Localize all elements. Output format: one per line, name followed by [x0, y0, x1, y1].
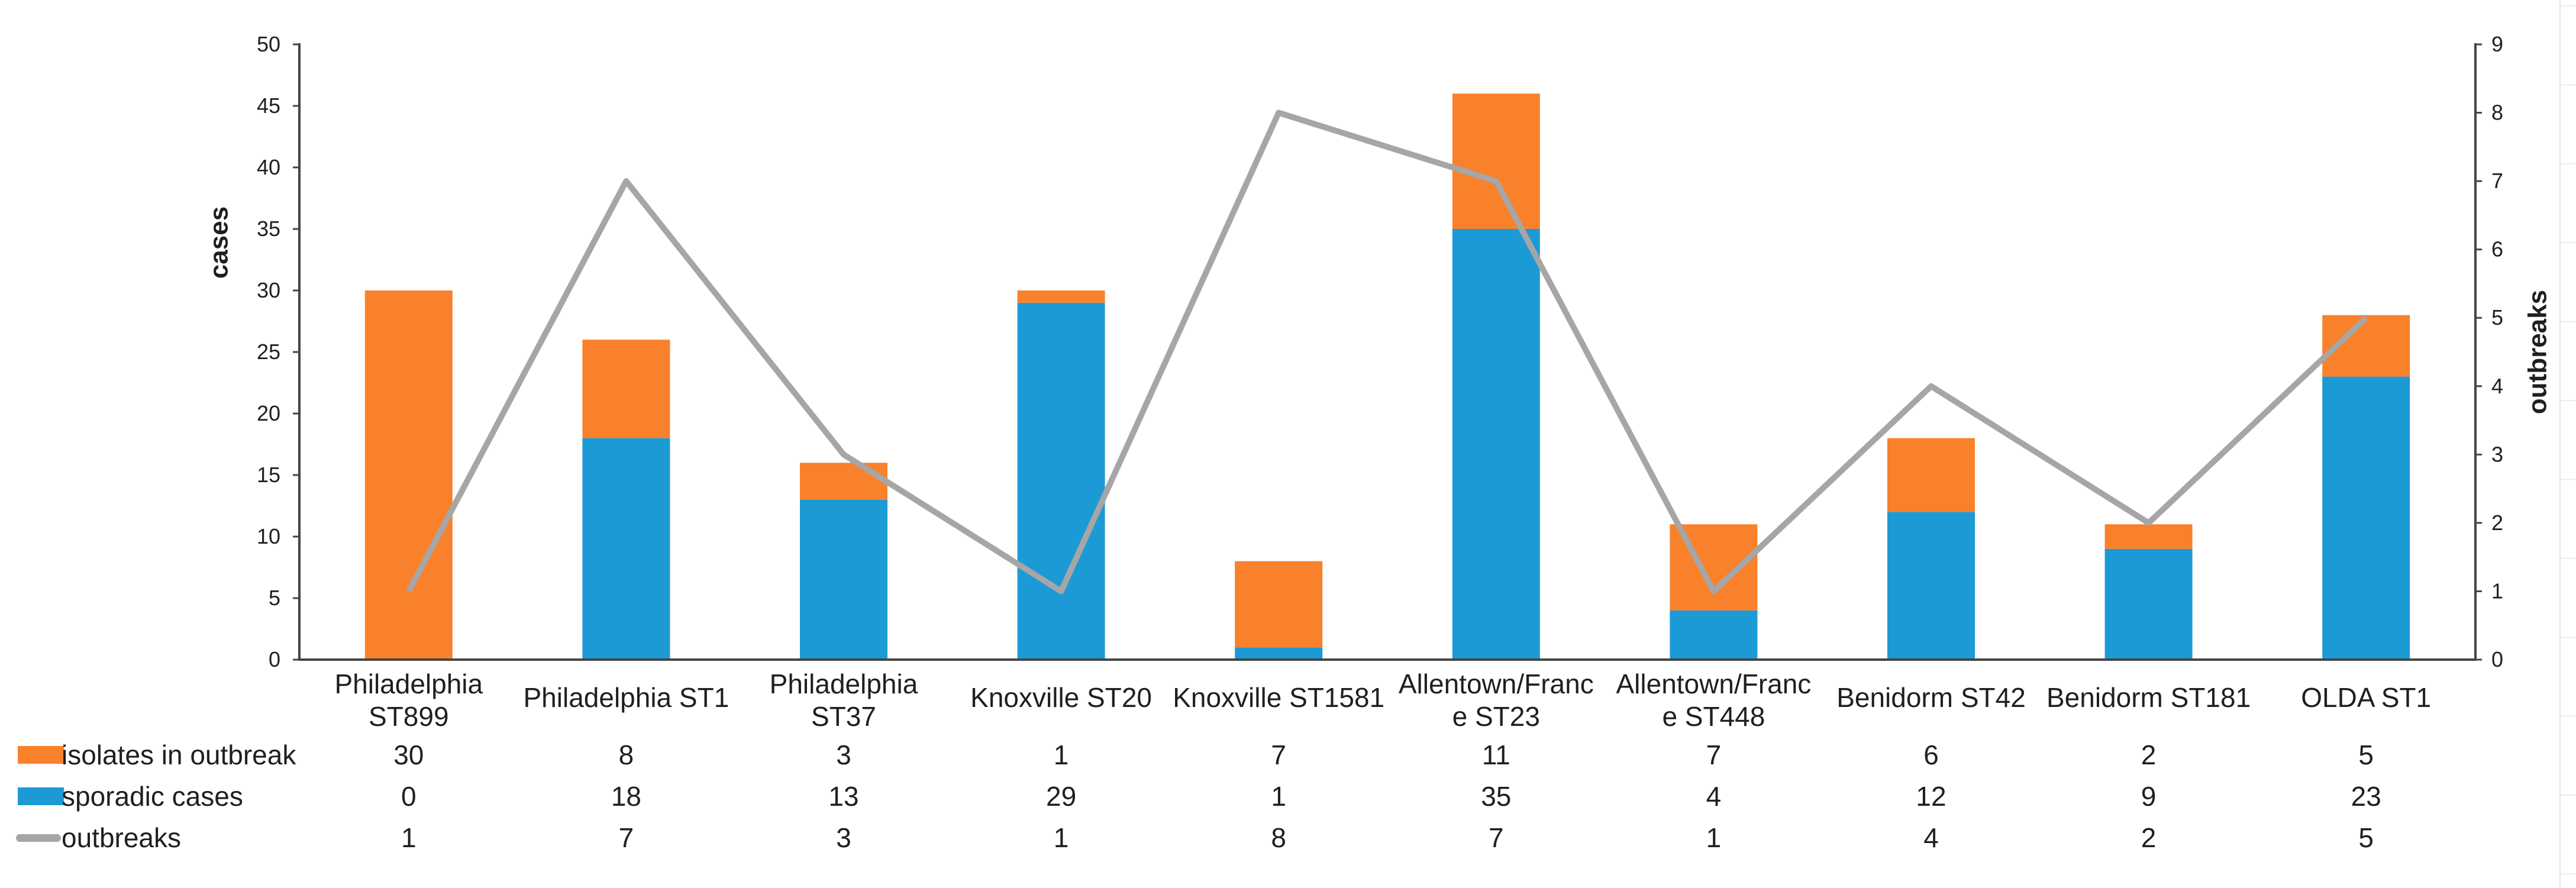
isolates-in-outbreak-bar-segment: [582, 340, 670, 438]
table-value-isolates-in-outbreak: 7: [1706, 740, 1722, 770]
category-label: Allentown/Franc: [1399, 669, 1594, 699]
table-value-isolates-in-outbreak: 11: [1482, 740, 1510, 770]
table-value-sporadic-cases: 0: [401, 781, 417, 812]
left-axis-tick-label: 45: [257, 93, 280, 118]
right-axis-tick-label: 8: [2491, 101, 2503, 125]
table-value-isolates-in-outbreak: 5: [2358, 740, 2374, 770]
legend-swatch-sporadic-cases: [18, 787, 64, 805]
table-value-isolates-in-outbreak: 3: [836, 740, 851, 770]
table-value-outbreaks: 3: [836, 822, 851, 853]
sporadic-cases-bar-segment: [1887, 512, 1975, 660]
left-axis-tick-label: 10: [257, 524, 280, 548]
category-label: Philadelphia: [770, 669, 918, 699]
left-axis-tick-label: 0: [269, 647, 280, 671]
category-label: Philadelphia: [334, 669, 483, 699]
sporadic-cases-bar-segment: [2322, 376, 2410, 660]
table-value-outbreaks: 8: [1271, 822, 1286, 853]
table-value-isolates-in-outbreak: 6: [1923, 740, 1939, 770]
secondary-axis-title: outbreaks: [2523, 290, 2552, 414]
table-value-sporadic-cases: 13: [828, 781, 858, 812]
left-axis-tick-label: 15: [257, 463, 280, 487]
right-axis-tick-label: 1: [2491, 579, 2503, 603]
sporadic-cases-bar-segment: [1452, 229, 1540, 660]
sporadic-cases-bar-segment: [2104, 548, 2193, 660]
sporadic-cases-bar-segment: [582, 438, 670, 660]
right-axis-tick-label: 6: [2491, 237, 2503, 261]
table-value-sporadic-cases: 18: [611, 781, 641, 812]
isolates-in-outbreak-bar-segment: [800, 463, 887, 500]
isolates-in-outbreak-bar-segment: [1017, 290, 1105, 303]
left-axis-tick-label: 40: [257, 155, 280, 179]
legend-swatch-outbreaks: [16, 834, 61, 842]
table-value-isolates-in-outbreak: 2: [2141, 740, 2157, 770]
right-axis-tick-label: 5: [2491, 305, 2503, 330]
isolates-in-outbreak-bar-segment: [364, 290, 453, 660]
category-label: Philadelphia ST1: [524, 682, 729, 713]
category-label: Knoxville ST20: [970, 682, 1152, 713]
sporadic-cases-bar-segment: [800, 499, 887, 660]
left-axis-tick-label: 20: [257, 401, 280, 425]
primary-axis-title: cases: [205, 206, 234, 279]
right-axis-tick-label: 9: [2491, 32, 2503, 56]
left-axis-tick-label: 25: [257, 340, 280, 364]
category-label: Knoxville ST1581: [1173, 682, 1384, 713]
category-label: Benidorm ST181: [2046, 682, 2251, 713]
left-axis-tick-label: 35: [257, 217, 280, 241]
category-label: Allentown/Franc: [1616, 669, 1811, 699]
table-value-sporadic-cases: 1: [1271, 781, 1286, 812]
isolates-in-outbreak-bar-segment: [1452, 93, 1540, 229]
table-value-sporadic-cases: 23: [2351, 781, 2381, 812]
table-row-label-outbreaks: outbreaks: [62, 822, 181, 853]
category-label: OLDA ST1: [2301, 682, 2431, 713]
left-axis-tick-label: 5: [269, 586, 280, 610]
table-value-outbreaks: 1: [1706, 822, 1722, 853]
sporadic-cases-bar-segment: [1235, 647, 1323, 660]
table-value-outbreaks: 1: [401, 822, 417, 853]
table-value-isolates-in-outbreak: 1: [1054, 740, 1069, 770]
isolates-in-outbreak-bar-segment: [1235, 561, 1323, 648]
table-value-outbreaks: 7: [1489, 822, 1504, 853]
table-row-label-sporadic-cases: sporadic cases: [62, 781, 243, 812]
table-value-isolates-in-outbreak: 7: [1271, 740, 1286, 770]
category-label: e ST23: [1452, 701, 1540, 732]
right-axis-tick-label: 0: [2491, 647, 2503, 671]
table-value-sporadic-cases: 29: [1046, 781, 1076, 812]
right-axis-tick-label: 3: [2491, 442, 2503, 466]
table-value-outbreaks: 2: [2141, 822, 2157, 853]
legend-swatch-isolates-in-outbreak: [18, 746, 64, 764]
table-value-sporadic-cases: 4: [1706, 781, 1722, 812]
right-axis-tick-label: 7: [2491, 169, 2503, 193]
category-label: e ST448: [1662, 701, 1765, 732]
table-value-outbreaks: 1: [1054, 822, 1069, 853]
isolates-in-outbreak-bar-segment: [1887, 438, 1975, 512]
table-value-isolates-in-outbreak: 30: [393, 740, 424, 770]
sporadic-cases-bar-segment: [1670, 610, 1758, 660]
category-label: ST899: [369, 701, 449, 732]
right-axis-tick-label: 2: [2491, 511, 2503, 535]
right-axis-tick-label: 4: [2491, 374, 2503, 398]
left-axis-tick-label: 50: [257, 32, 280, 56]
table-row-label-isolates-in-outbreak: isolates in outbreak: [62, 740, 296, 770]
category-label: Benidorm ST42: [1836, 682, 2026, 713]
table-value-outbreaks: 7: [619, 822, 634, 853]
table-value-outbreaks: 5: [2358, 822, 2374, 853]
table-value-outbreaks: 4: [1923, 822, 1939, 853]
isolates-in-outbreak-bar-segment: [2104, 524, 2193, 549]
table-value-sporadic-cases: 35: [1481, 781, 1511, 812]
table-value-sporadic-cases: 9: [2141, 781, 2157, 812]
sporadic-cases-bar-segment: [1017, 302, 1105, 660]
table-value-sporadic-cases: 12: [1916, 781, 1946, 812]
table-value-isolates-in-outbreak: 8: [619, 740, 634, 770]
left-axis-tick-label: 30: [257, 278, 280, 302]
outbreaks-line: [406, 109, 2368, 595]
category-label: ST37: [811, 701, 876, 732]
